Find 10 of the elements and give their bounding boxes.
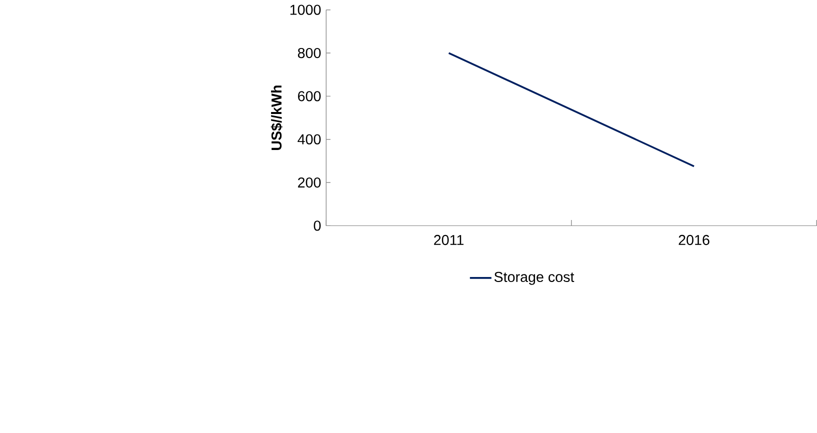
y-tick-label: 200 [298, 177, 321, 188]
y-tick-label: 400 [298, 134, 321, 144]
x-tick-label: 2016 [678, 234, 710, 246]
y-tick-label: 1000 [290, 4, 321, 15]
y-axis-title: US$//kWh [270, 86, 283, 150]
y-tick-label: 600 [298, 91, 321, 102]
legend-label: Storage cost [494, 272, 574, 285]
y-tick-label: 0 [314, 220, 321, 231]
x-tick-label: 2011 [434, 234, 464, 246]
y-tick-label: 800 [298, 48, 321, 58]
